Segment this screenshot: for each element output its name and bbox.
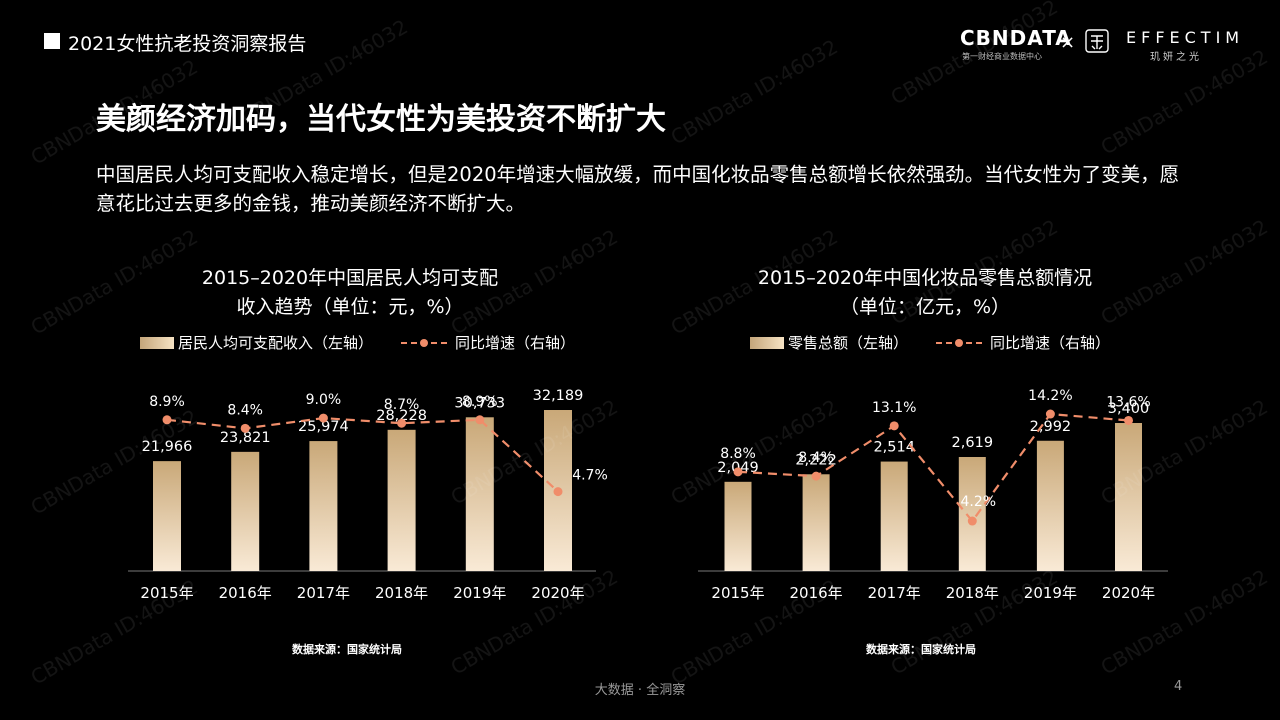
legend-line-swatch-icon bbox=[936, 338, 983, 347]
c1-bar-value-label: 32,189 bbox=[533, 388, 584, 404]
c2-growth-point bbox=[811, 471, 821, 481]
header-square-icon bbox=[44, 33, 60, 49]
c2-x-tick-label: 2019年 bbox=[1024, 584, 1077, 602]
c2-growth-line bbox=[737, 412, 1129, 523]
c1-x-tick-label: 2016年 bbox=[219, 584, 272, 602]
c2-bar bbox=[1115, 423, 1142, 571]
effectim-logo: EFFECTIM bbox=[1126, 28, 1245, 47]
c2-bar-value-label: 2,992 bbox=[1030, 419, 1072, 435]
c2-growth-label: 8.8% bbox=[720, 446, 756, 462]
c1-x-tick-label: 2019年 bbox=[453, 584, 506, 602]
c1-x-tick-label: 2018年 bbox=[375, 584, 428, 602]
legend-bar-swatch-icon bbox=[140, 336, 174, 349]
chart2-title-line1: 2015–2020年中国化妆品零售总额情况 bbox=[757, 267, 1093, 289]
c1-growth-label: 9.0% bbox=[306, 392, 342, 408]
c1-bar-value-label: 21,966 bbox=[142, 439, 193, 455]
chart2-legend-bar-label: 零售总额（左轴） bbox=[788, 334, 909, 352]
c2-bar bbox=[958, 456, 986, 571]
cbndata-logo: CBNDATA bbox=[960, 26, 1072, 50]
c2-bar bbox=[802, 474, 830, 571]
c1-growth-point bbox=[162, 415, 172, 425]
chart2-source: 数据来源：国家统计局 bbox=[866, 643, 976, 656]
c1-bar-value-label: 23,821 bbox=[220, 430, 271, 446]
chart1-legend-line-label: 同比增速（右轴） bbox=[455, 334, 576, 352]
c2-growth-label: 8.4% bbox=[798, 450, 834, 466]
c2-x-tick-label: 2020年 bbox=[1102, 584, 1155, 602]
chart1-source: 数据来源：国家统计局 bbox=[292, 643, 402, 656]
c1-growth-point bbox=[397, 418, 407, 428]
c1-bar bbox=[231, 451, 260, 571]
chart1-title-line2: 收入趋势（单位：元，%） bbox=[236, 296, 464, 318]
c1-growth-point bbox=[475, 415, 485, 425]
cbndata-logo-subtitle: 第一财经商业数据中心 bbox=[962, 52, 1042, 61]
c2-growth-label: 13.6% bbox=[1106, 394, 1150, 410]
c1-x-tick-label: 2017年 bbox=[297, 584, 350, 602]
chart2-plot: 2015年2,0492016年2,2222017年2,5142018年2,619… bbox=[698, 388, 1168, 602]
c1-bar-value-label: 25,974 bbox=[298, 419, 349, 435]
brand-logos: CBNDATA 第一财经商业数据中心 × EFFECTIM 玑妍之光 bbox=[960, 26, 1250, 66]
legend-bar-swatch-icon bbox=[750, 336, 784, 349]
chart1-legend-bar-label: 居民人均可支配收入（左轴） bbox=[178, 334, 374, 352]
c2-x-tick-label: 2017年 bbox=[868, 584, 921, 602]
c1-bar bbox=[153, 461, 181, 571]
c1-bar bbox=[465, 417, 494, 571]
intro-paragraph: 中国居民人均可支配收入稳定增长，但是2020年增速大幅放缓，而中国化妆品零售总额… bbox=[96, 163, 1180, 215]
c2-bar-value-label: 2,222 bbox=[795, 452, 837, 468]
c1-growth-label: 8.7% bbox=[384, 397, 420, 413]
c1-x-tick-label: 2020年 bbox=[531, 584, 584, 602]
c2-bar bbox=[880, 461, 908, 571]
c2-x-tick-label: 2016年 bbox=[790, 584, 843, 602]
report-title: 2021女性抗老投资洞察报告 bbox=[68, 33, 307, 55]
chart2-legend-line-label: 同比增速（右轴） bbox=[990, 334, 1111, 352]
c2-growth-point bbox=[1045, 409, 1055, 419]
legend-line-swatch-icon bbox=[401, 338, 448, 347]
page-number: 4 bbox=[1174, 679, 1183, 694]
effectim-emblem-icon bbox=[1085, 29, 1109, 53]
c2-growth-point bbox=[967, 516, 977, 526]
c1-bar bbox=[309, 441, 338, 571]
c1-growth-point bbox=[240, 423, 250, 433]
c1-bar-value-label: 28,228 bbox=[376, 408, 427, 424]
c2-growth-point bbox=[1124, 415, 1133, 425]
c2-bar-value-label: 3,400 bbox=[1108, 401, 1150, 417]
c2-growth-label: 14.2% bbox=[1028, 388, 1072, 404]
c1-growth-label: 8.9% bbox=[462, 394, 498, 410]
c2-growth-point bbox=[733, 467, 743, 477]
c1-bar bbox=[387, 429, 416, 571]
c1-growth-point bbox=[553, 487, 563, 497]
c2-bar-value-label: 2,619 bbox=[952, 435, 994, 451]
c2-bar bbox=[1036, 440, 1064, 571]
c2-growth-label: 13.1% bbox=[872, 400, 916, 416]
c1-growth-label: 8.9% bbox=[149, 394, 185, 410]
chart2-title: 2015–2020年中国化妆品零售总额情况 （单位：亿元，%） bbox=[720, 264, 1130, 322]
c2-bar-value-label: 2,514 bbox=[873, 440, 915, 456]
chart2-legend: 零售总额（左轴） 同比增速（右轴） bbox=[750, 332, 1110, 353]
chart2-title-line2: （单位：亿元，%） bbox=[839, 296, 1011, 318]
chart1-legend: 居民人均可支配收入（左轴） 同比增速（右轴） bbox=[140, 332, 575, 353]
page-headline: 美颜经济加码，当代女性为美投资不断扩大 bbox=[96, 102, 666, 137]
c1-growth-label: 4.7% bbox=[572, 468, 608, 484]
c1-growth-label: 8.4% bbox=[227, 402, 263, 418]
footer-slogan: 大数据 · 全洞察 bbox=[594, 683, 686, 698]
chart1-plot: 2015年 21,966 2016年 23,821 2017年 25,974 2018年 28… bbox=[128, 388, 608, 602]
c1-growth-point bbox=[318, 413, 328, 423]
c1-growth-line bbox=[166, 416, 559, 493]
c2-x-tick-label: 2018年 bbox=[946, 584, 999, 602]
c2-growth-label: 4.2% bbox=[961, 494, 997, 510]
effectim-logo-subtitle: 玑妍之光 bbox=[1150, 52, 1202, 63]
c2-x-tick-label: 2015年 bbox=[711, 584, 764, 602]
chart1-title-line1: 2015–2020年中国居民人均可支配 bbox=[201, 267, 499, 289]
c2-growth-point bbox=[889, 421, 899, 431]
brand-separator: × bbox=[1060, 32, 1076, 53]
c2-bar bbox=[724, 481, 752, 571]
chart1-title: 2015–2020年中国居民人均可支配 收入趋势（单位：元，%） bbox=[150, 264, 550, 322]
c1-bar-value-label: 30,733 bbox=[454, 395, 505, 411]
c1-x-tick-label: 2015年 bbox=[140, 584, 193, 602]
